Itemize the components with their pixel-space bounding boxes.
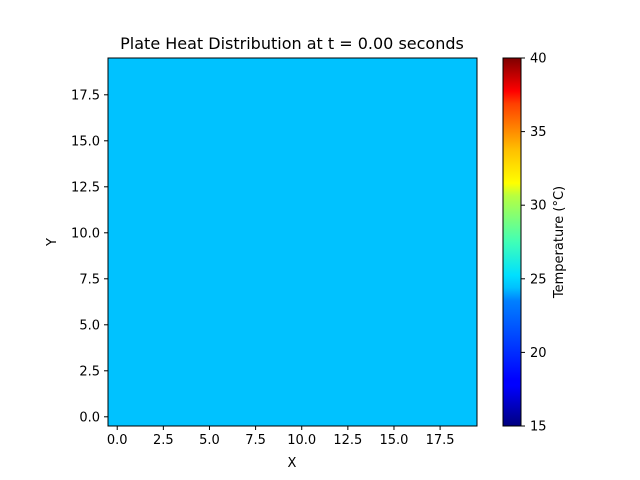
plot-frame	[107, 57, 478, 427]
x-axis-label: X	[288, 456, 297, 471]
y-tick-label: 17.5	[71, 88, 100, 103]
x-tick-label: 12.5	[333, 433, 362, 448]
x-tick-label: 0.0	[107, 433, 128, 448]
colorbar-tick-label: 40	[530, 52, 547, 67]
colorbar-tick-label: 30	[530, 199, 547, 214]
y-tick-label: 2.5	[79, 364, 100, 379]
colorbar-tick-label: 35	[530, 125, 547, 140]
colorbar-label: Temperature (°C)	[552, 186, 567, 299]
colorbar-tick-label: 20	[530, 346, 547, 361]
y-tick-label: 0.0	[79, 410, 100, 425]
colorbar-axis: 15 20 25 30 35 40	[521, 52, 547, 435]
y-axis: 0.0 2.5 5.0 7.5 10.0 12.5 15.0 17.5	[71, 88, 108, 425]
x-tick-label: 17.5	[426, 433, 455, 448]
x-tick-label: 15.0	[379, 433, 408, 448]
colorbar-tick-label: 15	[530, 420, 547, 435]
x-tick-label: 10.0	[287, 433, 316, 448]
x-axis: 0.0 2.5 5.0 7.5 10.0 12.5 15.0 17.5	[107, 426, 455, 448]
x-tick-label: 5.0	[199, 433, 220, 448]
y-tick-label: 15.0	[71, 134, 100, 149]
y-tick-label: 7.5	[79, 272, 100, 287]
x-tick-label: 2.5	[153, 433, 174, 448]
heatmap-image	[108, 58, 477, 426]
y-tick-label: 5.0	[79, 318, 100, 333]
chart-title: Plate Heat Distribution at t = 0.00 seco…	[120, 34, 464, 53]
x-tick-label: 7.5	[245, 433, 266, 448]
y-axis-label: Y	[45, 238, 60, 247]
y-tick-label: 10.0	[71, 226, 100, 241]
y-tick-label: 12.5	[71, 180, 100, 195]
colorbar	[502, 57, 522, 427]
colorbar-tick-label: 25	[530, 272, 547, 287]
